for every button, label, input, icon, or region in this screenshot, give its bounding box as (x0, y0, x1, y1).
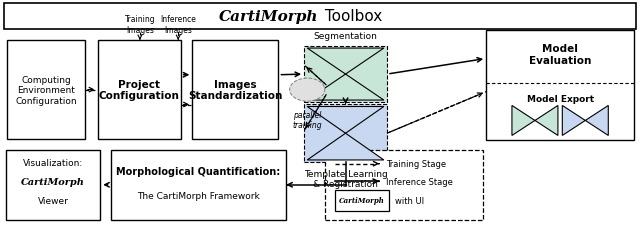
FancyBboxPatch shape (98, 41, 180, 140)
Text: The CartiMorph Framework: The CartiMorph Framework (137, 191, 260, 200)
Text: Training Stage: Training Stage (386, 159, 446, 168)
Text: Computing
Environment
Configuration: Computing Environment Configuration (15, 75, 77, 105)
Text: CartiMorph: CartiMorph (339, 197, 385, 204)
Text: Template Learning
& Registration: Template Learning & Registration (303, 169, 387, 188)
FancyBboxPatch shape (335, 190, 389, 211)
FancyBboxPatch shape (7, 41, 85, 140)
Text: Segmentation: Segmentation (314, 32, 378, 41)
Polygon shape (512, 106, 535, 136)
Text: CartiMorph: CartiMorph (21, 177, 85, 186)
Polygon shape (307, 49, 384, 75)
Polygon shape (563, 106, 586, 136)
Text: Inference
Images: Inference Images (160, 15, 196, 34)
Text: parallel
training: parallel training (292, 110, 322, 130)
Ellipse shape (290, 79, 324, 102)
Text: Visualization:: Visualization: (23, 158, 83, 167)
Text: CartiMorph: CartiMorph (219, 9, 318, 24)
Polygon shape (586, 106, 608, 136)
FancyBboxPatch shape (304, 105, 387, 163)
Polygon shape (307, 107, 384, 134)
FancyBboxPatch shape (111, 150, 286, 220)
FancyBboxPatch shape (4, 4, 636, 29)
Polygon shape (307, 75, 384, 101)
FancyBboxPatch shape (192, 41, 278, 140)
Text: with UI: with UI (396, 196, 424, 205)
Text: Model
Evaluation: Model Evaluation (529, 44, 591, 66)
FancyBboxPatch shape (304, 47, 387, 103)
Text: Images
Standardization: Images Standardization (188, 79, 283, 101)
Text: Morphological Quantification:: Morphological Quantification: (116, 166, 280, 176)
FancyBboxPatch shape (6, 150, 100, 220)
FancyBboxPatch shape (486, 30, 634, 141)
Polygon shape (535, 106, 558, 136)
Text: Inference Stage: Inference Stage (386, 177, 452, 186)
Text: Project
Configuration: Project Configuration (99, 79, 180, 101)
Text: Viewer: Viewer (38, 196, 68, 205)
Text: Model Export: Model Export (527, 94, 594, 103)
Polygon shape (307, 134, 384, 160)
Text: Training
Images: Training Images (125, 15, 156, 34)
FancyBboxPatch shape (325, 150, 483, 220)
Text: Toolbox: Toolbox (320, 9, 382, 24)
